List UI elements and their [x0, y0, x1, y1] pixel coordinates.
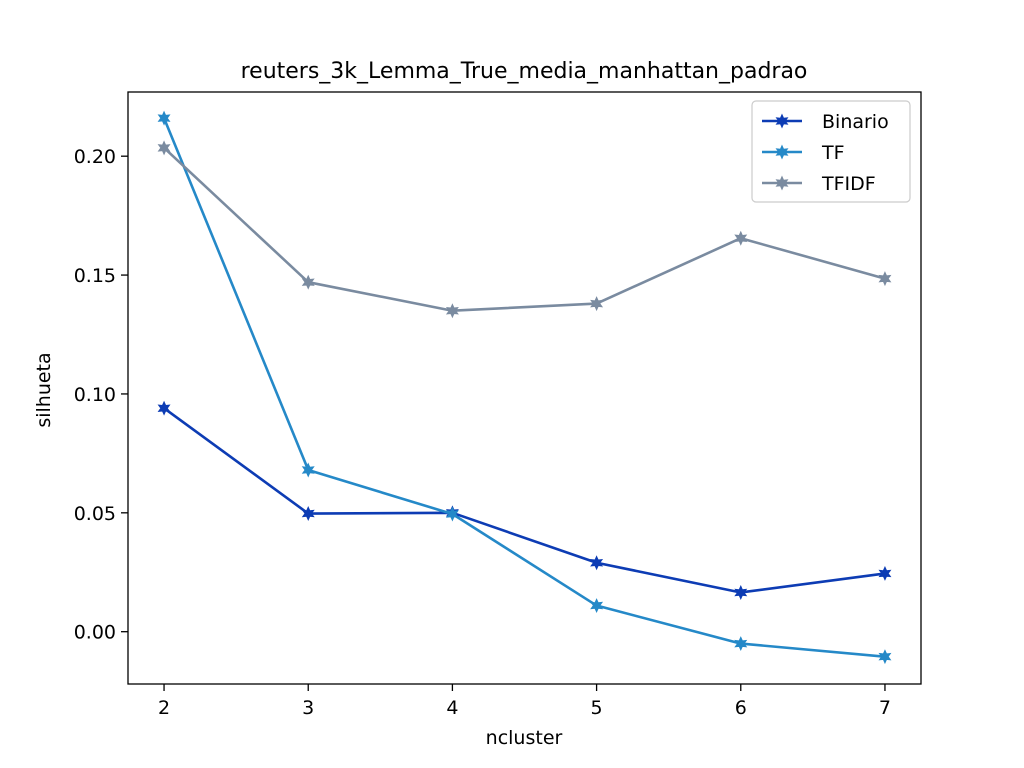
chart-title: reuters_3k_Lemma_True_media_manhattan_pa… [241, 59, 808, 84]
legend-box [751, 100, 911, 203]
data-point-tfidf [590, 296, 604, 312]
data-point-binario [301, 506, 315, 521]
x-tick-label: 6 [735, 697, 747, 719]
x-tick-label: 3 [302, 697, 314, 719]
data-point-tfidf [157, 140, 171, 156]
data-point-tfidf [445, 303, 459, 319]
data-point-binario [590, 555, 604, 571]
legend-marker-tf [775, 144, 789, 160]
x-axis-label: ncluster [486, 727, 563, 749]
legend-label-tfidf: TFIDF [821, 173, 876, 195]
series-line-tf [162, 116, 887, 659]
data-point-tfidf [734, 230, 748, 246]
data-point-tf [590, 598, 604, 614]
data-point-tf [734, 636, 748, 652]
data-point-binario [734, 585, 748, 600]
data-point-binario [157, 400, 171, 416]
legend-label-tf: TF [821, 142, 845, 164]
legend-label-binario: Binario [822, 111, 889, 133]
x-axis-ticks: 2 3 4 5 6 7 [158, 684, 891, 719]
y-axis-ticks: 0.00 0.05 0.10 0.15 0.20 [74, 146, 128, 644]
y-tick-label: 0.10 [74, 384, 116, 406]
data-point-binario [878, 565, 892, 581]
x-tick-label: 5 [591, 697, 603, 719]
data-point-tf [157, 110, 171, 126]
x-tick-label: 4 [446, 697, 458, 719]
data-point-tfidf [301, 274, 315, 290]
plot-frame [127, 91, 922, 685]
y-tick-label: 0.20 [74, 146, 116, 168]
series-line-binario [162, 406, 887, 594]
y-tick-label: 0.00 [74, 622, 116, 644]
plot-area [157, 110, 892, 665]
legend-marker-tfidf [775, 175, 789, 191]
y-tick-label: 0.05 [74, 503, 116, 525]
legend: Binario TF TFIDF [751, 100, 911, 203]
series-line-tfidf [162, 146, 887, 313]
y-tick-label: 0.15 [74, 265, 116, 287]
x-tick-label: 7 [879, 697, 891, 719]
y-axis-label: silhueta [33, 352, 55, 427]
legend-marker-binario [775, 113, 789, 129]
data-point-tfidf [878, 271, 892, 287]
data-point-tf [301, 462, 315, 478]
data-point-tf [445, 506, 459, 522]
data-point-tf [878, 649, 892, 665]
x-tick-label: 2 [158, 697, 170, 719]
